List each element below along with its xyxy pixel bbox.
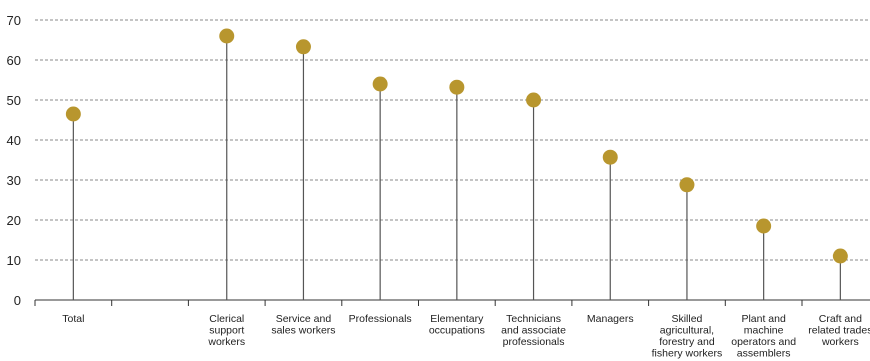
x-tick-label-line: support [209,325,244,337]
gridlines [35,19,870,261]
x-tick-label-line: assemblers [737,348,791,360]
data-point-6 [526,92,542,108]
x-tick-label-0: Total [62,313,84,325]
x-tick-label-line: Technicians [506,313,561,325]
stems [72,36,841,300]
x-tick-label-line: Skilled [671,313,702,325]
x-tick-label-line: Plant and [741,313,786,325]
y-tick-labels: 0 10 20 30 40 50 60 70 [7,13,21,308]
x-tick-label-line: occupations [429,325,485,337]
x-tick-label-line: and associate [501,325,566,337]
data-point-7 [602,149,618,165]
x-tick-label-line: fishery workers [652,348,723,360]
x-tick-label-10: Craft and related trades workers [808,313,870,348]
y-tick-label-70: 70 [7,13,21,28]
data-point-10 [832,248,848,264]
x-tick-label-5: Elementary occupations [429,313,485,337]
data-point-8 [679,177,695,193]
x-tick-label-line: agricultural, [660,325,714,337]
data-point-0 [65,106,81,122]
x-tick-label-line: Total [62,313,84,325]
y-tick-label-0: 0 [14,293,21,308]
data-point-4 [372,76,388,92]
x-tick-label-line: sales workers [271,325,335,337]
data-point-5 [449,79,465,95]
x-tick-label-line: related trades [808,325,870,337]
x-tick-label-line: forestry and [659,336,715,348]
x-tick-label-3: Service and sales workers [271,313,335,337]
x-tick-label-line: Service and [276,313,332,325]
x-tick-label-line: Managers [587,313,634,325]
x-tick-label-line: Professionals [349,313,412,325]
y-tick-label-50: 50 [7,93,21,108]
x-tick-label-7: Managers [587,313,634,325]
data-point-2 [219,28,235,44]
x-tick-label-8: Skilled agricultural, forestry and fishery … [652,313,723,360]
y-tick-label-10: 10 [7,253,21,268]
x-tick-label-line: workers [821,336,859,348]
y-tick-label-20: 20 [7,213,21,228]
x-axis [34,299,870,306]
x-tick-label-line: professionals [503,336,565,348]
x-tick-label-line: machine [744,325,784,337]
x-tick-label-line: Clerical [209,313,244,325]
x-tick-label-line: Elementary [430,313,484,325]
x-tick-label-6: Technicians and associate professionals [501,313,566,348]
data-point-9 [756,218,772,234]
x-tick-label-9: Plant and machine operators and assemblers [731,313,796,360]
y-tick-label-60: 60 [7,53,21,68]
x-tick-label-2: Clerical support workers [207,313,245,348]
x-tick-label-line: Craft and [819,313,862,325]
points [65,28,848,264]
x-tick-label-line: workers [207,336,245,348]
y-tick-label-40: 40 [7,133,21,148]
x-tick-label-line: operators and [731,336,796,348]
data-point-3 [295,39,311,55]
y-tick-label-30: 30 [7,173,21,188]
x-tick-label-4: Professionals [349,313,412,325]
